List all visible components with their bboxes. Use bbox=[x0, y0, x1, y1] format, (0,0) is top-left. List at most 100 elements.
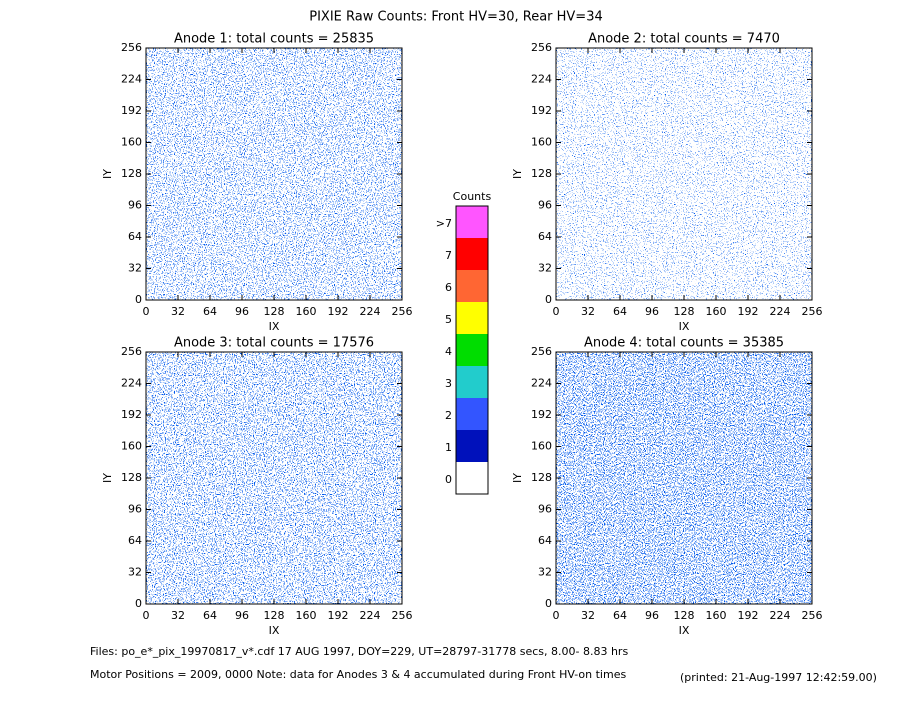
colorbar-swatch bbox=[456, 270, 488, 302]
colorbar-title: Counts bbox=[453, 190, 492, 203]
count-texture bbox=[146, 48, 402, 300]
x-tick-label: 256 bbox=[392, 305, 413, 318]
footer-motor: Motor Positions = 2009, 0000 Note: data … bbox=[90, 668, 626, 681]
x-tick-label: 96 bbox=[645, 305, 659, 318]
x-tick-label: 64 bbox=[203, 609, 217, 622]
x-tick-label: 96 bbox=[645, 609, 659, 622]
x-tick-label: 128 bbox=[264, 609, 285, 622]
y-axis-label: IY bbox=[511, 473, 524, 483]
page-title: PIXIE Raw Counts: Front HV=30, Rear HV=3… bbox=[309, 10, 603, 25]
x-tick-label: 128 bbox=[674, 305, 695, 318]
y-tick-label: 160 bbox=[121, 440, 142, 453]
colorbar-swatch bbox=[456, 302, 488, 334]
x-tick-label: 224 bbox=[360, 609, 381, 622]
y-tick-label: 160 bbox=[121, 136, 142, 149]
y-tick-label: 0 bbox=[135, 597, 142, 610]
x-tick-label: 128 bbox=[674, 609, 695, 622]
x-tick-label: 224 bbox=[360, 305, 381, 318]
y-tick-label: 192 bbox=[531, 104, 552, 117]
y-tick-label: 224 bbox=[531, 377, 552, 390]
x-tick-label: 192 bbox=[328, 609, 349, 622]
y-tick-label: 96 bbox=[538, 503, 552, 516]
x-tick-label: 128 bbox=[264, 305, 285, 318]
y-tick-label: 160 bbox=[531, 136, 552, 149]
colorbar-frame bbox=[455, 205, 489, 495]
x-tick-label: 160 bbox=[296, 609, 317, 622]
y-tick-label: 128 bbox=[531, 167, 552, 180]
panel-title: Anode 2: total counts = 7470 bbox=[588, 32, 780, 47]
y-tick-label: 160 bbox=[531, 440, 552, 453]
y-tick-label: 64 bbox=[128, 534, 142, 547]
colorbar-swatch bbox=[456, 238, 488, 270]
x-tick-label: 64 bbox=[203, 305, 217, 318]
colorbar-label: 0 bbox=[445, 473, 452, 486]
colorbar-label: 5 bbox=[445, 313, 452, 326]
y-tick-label: 256 bbox=[531, 345, 552, 358]
y-tick-label: 96 bbox=[128, 199, 142, 212]
x-tick-label: 256 bbox=[392, 609, 413, 622]
y-tick-label: 32 bbox=[538, 262, 552, 275]
x-axis-label: IX bbox=[269, 624, 280, 637]
y-tick-label: 128 bbox=[121, 167, 142, 180]
colorbar-swatch bbox=[456, 334, 488, 366]
x-tick-label: 224 bbox=[770, 305, 791, 318]
x-tick-label: 224 bbox=[770, 609, 791, 622]
x-tick-label: 64 bbox=[613, 305, 627, 318]
colorbar-swatch bbox=[456, 430, 488, 462]
colorbar-swatch bbox=[456, 462, 488, 494]
x-tick-label: 96 bbox=[235, 609, 249, 622]
x-axis-label: IX bbox=[269, 320, 280, 333]
colorbar-label: 7 bbox=[445, 249, 452, 262]
colorbar-swatch bbox=[456, 398, 488, 430]
y-tick-label: 224 bbox=[121, 377, 142, 390]
x-tick-label: 192 bbox=[328, 305, 349, 318]
footer-files: Files: po_e*_pix_19970817_v*.cdf 17 AUG … bbox=[90, 645, 628, 658]
x-tick-label: 160 bbox=[706, 609, 727, 622]
colorbar-label: 6 bbox=[445, 281, 452, 294]
y-tick-label: 192 bbox=[121, 104, 142, 117]
y-tick-label: 192 bbox=[121, 408, 142, 421]
x-tick-label: 32 bbox=[171, 609, 185, 622]
x-tick-label: 256 bbox=[802, 305, 823, 318]
x-tick-label: 32 bbox=[581, 609, 595, 622]
y-tick-label: 0 bbox=[545, 293, 552, 306]
y-tick-label: 64 bbox=[538, 230, 552, 243]
y-tick-label: 224 bbox=[121, 73, 142, 86]
x-tick-label: 256 bbox=[802, 609, 823, 622]
x-tick-label: 64 bbox=[613, 609, 627, 622]
panel-title: Anode 4: total counts = 35385 bbox=[584, 336, 784, 351]
colorbar-label: >7 bbox=[436, 217, 452, 230]
colorbar-label: 1 bbox=[445, 441, 452, 454]
panel-title: Anode 3: total counts = 17576 bbox=[174, 336, 374, 351]
y-axis-label: IY bbox=[101, 169, 114, 179]
x-axis-label: IX bbox=[679, 624, 690, 637]
y-tick-label: 256 bbox=[531, 41, 552, 54]
count-texture bbox=[146, 352, 402, 604]
y-tick-label: 128 bbox=[531, 471, 552, 484]
panel-title: Anode 1: total counts = 25835 bbox=[174, 32, 374, 47]
colorbar-label: 2 bbox=[445, 409, 452, 422]
x-tick-label: 160 bbox=[296, 305, 317, 318]
y-tick-label: 224 bbox=[531, 73, 552, 86]
x-axis-label: IX bbox=[679, 320, 690, 333]
x-tick-label: 0 bbox=[143, 305, 150, 318]
x-tick-label: 0 bbox=[553, 609, 560, 622]
y-axis-label: IY bbox=[101, 473, 114, 483]
y-tick-label: 256 bbox=[121, 345, 142, 358]
y-tick-label: 64 bbox=[538, 534, 552, 547]
y-tick-label: 32 bbox=[538, 566, 552, 579]
colorbar-label: 3 bbox=[445, 377, 452, 390]
y-tick-label: 32 bbox=[128, 566, 142, 579]
x-tick-label: 0 bbox=[143, 609, 150, 622]
y-tick-label: 0 bbox=[545, 597, 552, 610]
y-axis-label: IY bbox=[511, 169, 524, 179]
y-tick-label: 256 bbox=[121, 41, 142, 54]
count-texture bbox=[556, 352, 812, 604]
y-tick-label: 96 bbox=[538, 199, 552, 212]
x-tick-label: 96 bbox=[235, 305, 249, 318]
x-tick-label: 0 bbox=[553, 305, 560, 318]
x-tick-label: 160 bbox=[706, 305, 727, 318]
count-texture bbox=[556, 48, 812, 300]
x-tick-label: 192 bbox=[738, 609, 759, 622]
